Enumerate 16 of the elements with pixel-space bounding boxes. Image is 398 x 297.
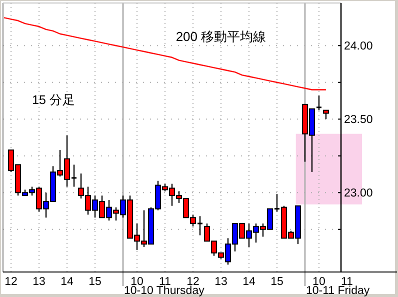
x-tick-label: 14 <box>242 276 256 288</box>
x-tick-label: 13 <box>32 276 46 288</box>
x-tick-label: 12 <box>4 276 18 288</box>
text: 10-11 Friday <box>306 285 370 297</box>
x-tick-label: 14 <box>60 276 74 288</box>
candlestick <box>316 95 322 111</box>
line-series <box>3 17 327 90</box>
text: 10-10 Thursday <box>124 285 205 297</box>
x-tick-label: 13 <box>214 276 228 288</box>
annotation: 15 分足 <box>32 93 76 107</box>
x-tick-label: 15 <box>270 276 284 288</box>
y-tick-label: 23.50 <box>344 114 373 126</box>
series-label: 200 移動平均線 <box>176 29 266 44</box>
y-tick-label: 24.00 <box>344 40 373 53</box>
y-tick-label: 23.00 <box>344 188 373 200</box>
x-tick-label: 15 <box>88 276 102 288</box>
